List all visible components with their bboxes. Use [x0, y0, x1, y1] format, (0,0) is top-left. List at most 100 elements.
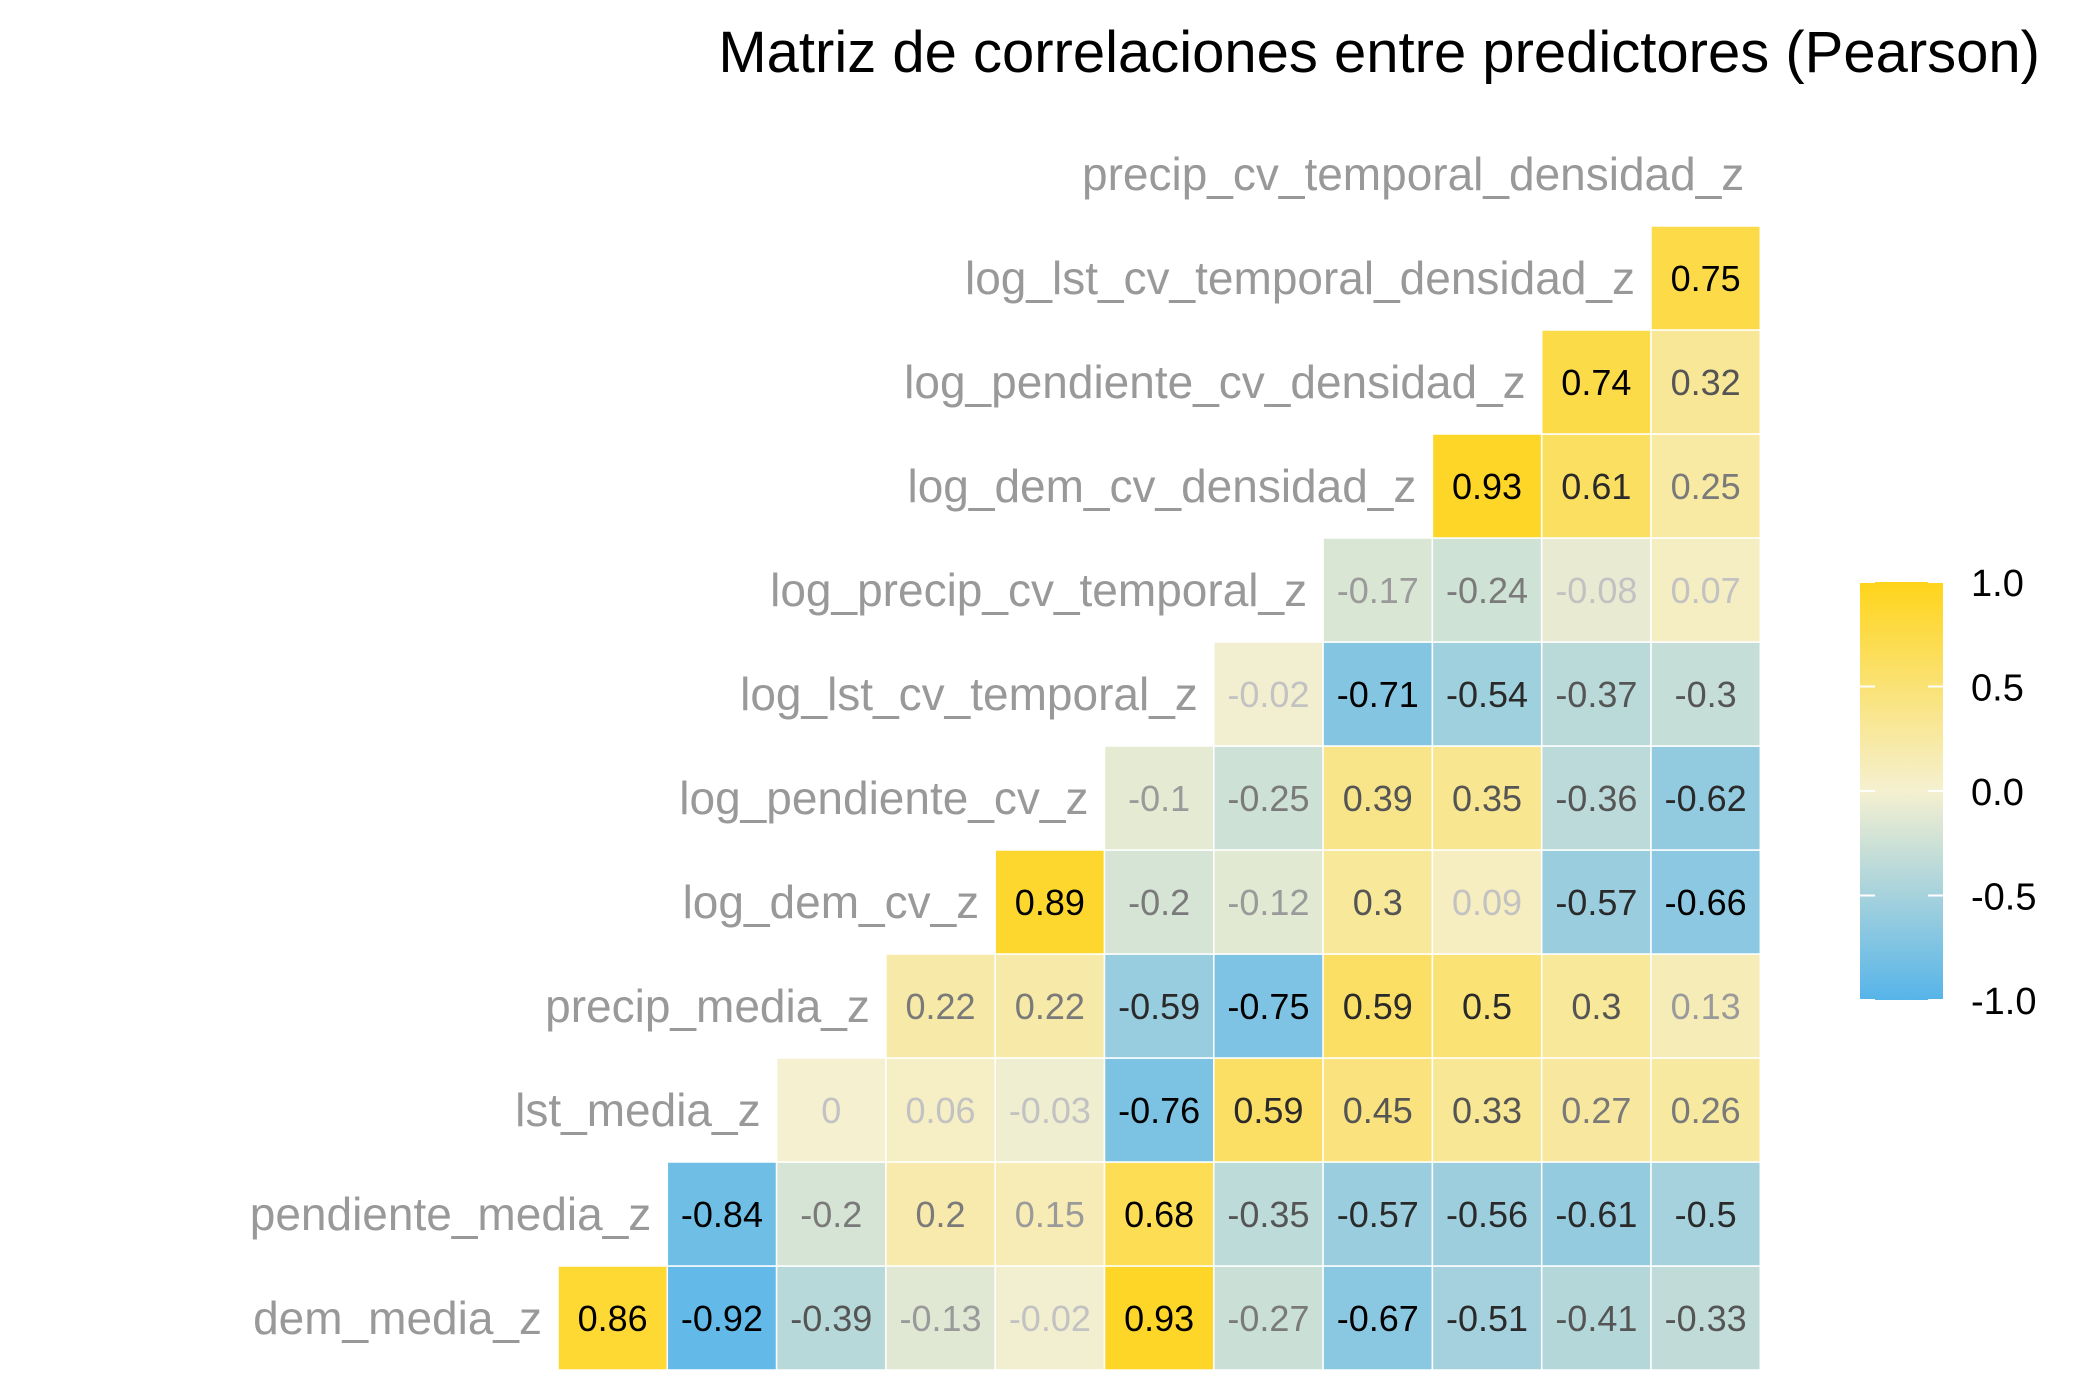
heatmap-cell [1540, 433, 1652, 539]
cell-value-label: -0.2 [800, 1194, 862, 1235]
heatmap-cell [1650, 953, 1762, 1059]
heatmap-cell [1431, 1161, 1543, 1267]
heatmap-cell [994, 1161, 1106, 1267]
heatmap-cell [1103, 953, 1215, 1059]
cell-value-label: -0.37 [1555, 674, 1637, 715]
heatmap-cell [1431, 745, 1543, 851]
heatmap-cell [1322, 1057, 1434, 1163]
heatmap-cell [885, 1265, 996, 1371]
heatmap-cell [1650, 849, 1762, 955]
cell-value-label: -0.39 [790, 1298, 872, 1339]
cell-value-label: -0.59 [1118, 986, 1200, 1027]
cell-value-label: 0.27 [1561, 1090, 1631, 1131]
cell-value-label: 0.75 [1671, 258, 1741, 299]
heatmap-cell [1540, 641, 1652, 747]
heatmap-cell [1213, 953, 1324, 1059]
cell-value-label: -0.56 [1446, 1194, 1528, 1235]
cell-value-label: -0.84 [681, 1194, 763, 1235]
cell-value-label: 0.86 [578, 1298, 648, 1339]
cell-value-label: -0.08 [1555, 570, 1637, 611]
cell-value-label: 0.06 [906, 1090, 976, 1131]
heatmap-cell [1650, 225, 1762, 331]
heatmap-cell [1213, 745, 1324, 851]
cell-value-label: 0.59 [1233, 1090, 1303, 1131]
cell-value-label: 0.68 [1124, 1194, 1194, 1235]
heatmap-cell [1103, 1265, 1215, 1371]
row-label: precip_media_z [545, 980, 870, 1032]
heatmap-cell [1540, 1057, 1652, 1163]
heatmap-cell [1103, 745, 1215, 851]
legend-tick-label: -0.5 [1971, 877, 2036, 919]
heatmap-cell [1213, 641, 1324, 747]
cell-value-label: -0.1 [1128, 778, 1190, 819]
cell-value-label: -0.61 [1555, 1194, 1637, 1235]
heatmap-cell [1540, 745, 1652, 851]
cell-value-label: 0.33 [1452, 1090, 1522, 1131]
heatmap-cell [1650, 745, 1762, 851]
heatmap-cell [1103, 849, 1215, 955]
heatmap-cell [1540, 849, 1652, 955]
cell-value-label: 0.13 [1671, 986, 1741, 1027]
row-label: dem_media_z [253, 1292, 542, 1344]
heatmap-cell [557, 1265, 669, 1371]
row-label: lst_media_z [515, 1084, 760, 1136]
chart-title: Matriz de correlaciones entre predictore… [718, 20, 2040, 85]
cell-value-label: 0.74 [1561, 362, 1631, 403]
heatmap-cell [1650, 537, 1762, 643]
cell-value-label: 0.26 [1671, 1090, 1741, 1131]
cell-value-label: 0.32 [1671, 362, 1741, 403]
heatmap-cell [1322, 953, 1434, 1059]
cell-value-label: 0.45 [1343, 1090, 1413, 1131]
cell-value-label: 0.3 [1571, 986, 1621, 1027]
heatmap-cells: 0.86 -0.92 -0.39 -0.13 -0.02 0.93 -0.27 -0.67 -0… [557, 225, 1762, 1371]
heatmap-cell [1431, 433, 1543, 539]
cell-value-label: 0.07 [1671, 570, 1741, 611]
heatmap-cell [775, 1057, 887, 1163]
cell-value-label: -0.76 [1118, 1090, 1200, 1131]
heatmap-cell [885, 1057, 996, 1163]
cell-value-label: 0.22 [906, 986, 976, 1027]
cell-value-label: 0.25 [1671, 466, 1741, 507]
heatmap-cell [1540, 329, 1652, 435]
row-label: log_precip_cv_temporal_z [770, 564, 1307, 616]
cell-value-label: -0.62 [1665, 778, 1747, 819]
variable-labels: dem_media_z pendiente_media_z lst_media_z p… [250, 148, 1745, 1344]
cell-value-label: 0.61 [1561, 466, 1631, 507]
cell-value-label: -0.2 [1128, 882, 1190, 923]
heatmap-cell [1540, 1265, 1652, 1371]
cell-value-label: -0.12 [1227, 882, 1309, 923]
heatmap-cell [1431, 1265, 1543, 1371]
heatmap-cell [1213, 1161, 1324, 1267]
row-label: pendiente_media_z [250, 1188, 652, 1240]
cell-value-label: -0.02 [1227, 674, 1309, 715]
legend-tick-label: 0.5 [1971, 668, 2024, 710]
cell-value-label: -0.51 [1446, 1298, 1528, 1339]
cell-value-label: -0.13 [900, 1298, 982, 1339]
cell-value-label: -0.02 [1009, 1298, 1091, 1339]
cell-value-label: 0.15 [1015, 1194, 1085, 1235]
cell-value-label: 0.93 [1452, 466, 1522, 507]
heatmap-cell [1650, 329, 1762, 435]
row-label: log_dem_cv_densidad_z [907, 460, 1416, 512]
heatmap-cell [1431, 537, 1543, 643]
heatmap-cell [1650, 1161, 1762, 1267]
cell-value-label: 0.3 [1353, 882, 1403, 923]
legend-tick-label: -1.0 [1971, 981, 2036, 1023]
cell-value-label: -0.24 [1446, 570, 1528, 611]
cell-value-label: -0.66 [1665, 882, 1747, 923]
heatmap-cell [1322, 745, 1434, 851]
cell-value-label: 0.39 [1343, 778, 1413, 819]
cell-value-label: -0.27 [1227, 1298, 1309, 1339]
cell-value-label: 0 [821, 1090, 841, 1131]
heatmap-cell [994, 1265, 1106, 1371]
cell-value-label: -0.36 [1555, 778, 1637, 819]
row-label: log_pendiente_cv_densidad_z [904, 356, 1526, 408]
cell-value-label: 0.35 [1452, 778, 1522, 819]
cell-value-label: -0.35 [1227, 1194, 1309, 1235]
heatmap-cell [885, 1161, 996, 1267]
heatmap-cell [1540, 537, 1652, 643]
cell-value-label: -0.03 [1009, 1090, 1091, 1131]
heatmap-cell [1213, 849, 1324, 955]
heatmap-cell [1650, 1265, 1762, 1371]
